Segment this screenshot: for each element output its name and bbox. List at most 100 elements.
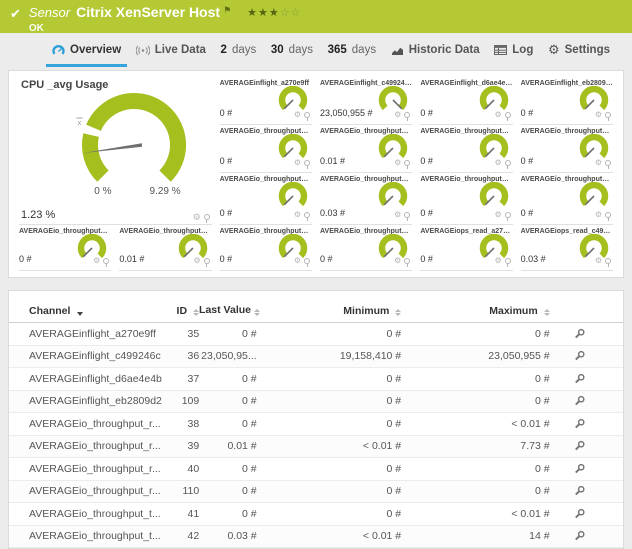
gear-icon[interactable]: ⚙ <box>594 256 602 265</box>
channel-gauge-tile[interactable]: AVERAGEinflight_a270e9ff 0 # ⚙ <box>219 77 312 125</box>
tab-overview[interactable]: Overview <box>46 33 128 67</box>
pin-icon[interactable] <box>404 212 411 221</box>
table-row[interactable]: AVERAGEinflight_a270e9ff 35 0 # 0 # 0 # <box>9 323 623 346</box>
channel-gauge-tile[interactable]: AVERAGEio_throughput_write...0 #⚙ <box>219 225 312 271</box>
gear-icon[interactable]: ⚙ <box>93 256 101 265</box>
column-header-maximum[interactable]: Maximum <box>401 306 550 317</box>
column-header-minimum[interactable]: Minimum <box>257 306 402 317</box>
table-row[interactable]: AVERAGEinflight_c499246c 36 23,050,95... 19… <box>9 345 623 368</box>
pin-icon[interactable] <box>304 160 310 169</box>
channel-gauge-tile[interactable]: AVERAGEio_throughput_total...0 #⚙ <box>420 173 513 225</box>
channel-settings-icon[interactable] <box>573 530 586 542</box>
flag-icon[interactable]: ⚑ <box>223 5 232 15</box>
channel-settings-icon[interactable] <box>573 395 586 407</box>
pin-icon[interactable] <box>203 214 210 223</box>
pin-icon[interactable] <box>605 212 611 221</box>
table-row[interactable]: AVERAGEio_throughput_r... 110 0 # 0 # 0 # <box>9 480 623 503</box>
channel-gauge-tile[interactable]: AVERAGEio_throughput_write...0.01 #⚙ <box>119 225 212 271</box>
column-header-id[interactable]: ID <box>169 306 200 317</box>
pin-icon[interactable] <box>404 112 411 121</box>
cell-minimum: < 0.01 # <box>362 530 402 543</box>
gear-icon[interactable]: ⚙ <box>193 256 201 265</box>
gear-icon[interactable]: ⚙ <box>394 158 402 167</box>
star-empty-icon[interactable]: ☆ <box>279 7 291 19</box>
gear-icon[interactable]: ⚙ <box>494 210 502 219</box>
star-filled-icon[interactable]: ★ <box>268 7 280 19</box>
table-row[interactable]: AVERAGEio_throughput_r... 39 0.01 # < 0.01 … <box>9 435 623 458</box>
tab-settings[interactable]: ⚙ Settings <box>542 33 616 67</box>
tab-number: 30 <box>270 44 284 56</box>
table-row[interactable]: AVERAGEio_throughput_r... 38 0 # 0 # < 0.01 … <box>9 413 623 436</box>
gear-icon[interactable]: ⚙ <box>494 256 502 265</box>
pin-icon[interactable] <box>404 258 411 267</box>
gear-icon[interactable]: ⚙ <box>293 158 301 167</box>
tab-live-data[interactable]: Live Data <box>130 33 212 67</box>
table-row[interactable]: AVERAGEio_throughput_t... 41 0 # 0 # < 0.01 … <box>9 503 623 526</box>
pin-icon[interactable] <box>304 212 310 221</box>
channel-gauge-tile[interactable]: AVERAGEinflight_c499246c 23,050,955 # ⚙ <box>320 77 413 125</box>
pin-icon[interactable] <box>504 212 511 221</box>
channel-gauge-tile[interactable]: AVERAGEinflight_d6ae4e4b 0 # ⚙ <box>420 77 513 125</box>
channel-gauge-tile[interactable]: AVERAGEio_throughput_write...0 #⚙ <box>320 225 413 271</box>
pin-icon[interactable] <box>103 258 110 267</box>
channel-gauge-tile[interactable]: AVERAGEiops_read_c499246c 0.03 # ⚙ <box>520 225 613 271</box>
pin-icon[interactable] <box>304 112 310 121</box>
gear-icon[interactable]: ⚙ <box>394 210 402 219</box>
gear-icon[interactable]: ⚙ <box>594 210 602 219</box>
gear-icon[interactable]: ⚙ <box>594 110 602 119</box>
channel-settings-icon[interactable] <box>573 328 586 340</box>
gear-icon[interactable]: ⚙ <box>293 256 301 265</box>
priority-stars[interactable]: ★★★☆☆ <box>247 6 301 20</box>
channel-gauge-tile[interactable]: AVERAGEio_throughput_read...0 #⚙ <box>219 125 312 173</box>
channel-settings-icon[interactable] <box>573 418 586 430</box>
pin-icon[interactable] <box>605 160 611 169</box>
tab-2-days[interactable]: 2 days <box>215 33 263 67</box>
channel-gauge-tile[interactable]: AVERAGEio_throughput_total...0 #⚙ <box>219 173 312 225</box>
star-empty-icon[interactable]: ☆ <box>290 7 302 19</box>
channel-gauge-dial <box>479 234 508 259</box>
tab-log[interactable]: Log <box>488 33 539 67</box>
channel-gauge-tile[interactable]: AVERAGEio_throughput_read...0 #⚙ <box>420 125 513 173</box>
gear-icon[interactable]: ⚙ <box>293 210 301 219</box>
star-filled-icon[interactable]: ★ <box>258 7 269 19</box>
channel-gauge-tile[interactable]: AVERAGEinflight_eb2809d2 0 # ⚙ <box>520 77 613 125</box>
table-row[interactable]: AVERAGEinflight_d6ae4e4b 37 0 # 0 # 0 # <box>9 368 623 391</box>
gear-icon[interactable]: ⚙ <box>494 110 502 119</box>
pin-icon[interactable] <box>504 258 511 267</box>
pin-icon[interactable] <box>404 160 411 169</box>
gear-icon[interactable]: ⚙ <box>594 158 602 167</box>
tab-365-days[interactable]: 365 days <box>322 33 382 67</box>
table-row[interactable]: AVERAGEio_throughput_r... 40 0 # 0 # 0 # <box>9 458 623 481</box>
pin-icon[interactable] <box>304 258 310 267</box>
channel-settings-icon[interactable] <box>573 485 586 497</box>
channel-gauge-tile[interactable]: AVERAGEio_throughput_write...0 #⚙ <box>19 225 112 271</box>
table-row[interactable]: AVERAGEio_throughput_t... 42 0.03 # < 0.01 … <box>9 525 623 548</box>
pin-icon[interactable] <box>504 160 511 169</box>
gear-icon[interactable]: ⚙ <box>394 256 402 265</box>
channel-settings-icon[interactable] <box>573 440 586 452</box>
gear-icon[interactable]: ⚙ <box>192 212 201 222</box>
gear-icon[interactable]: ⚙ <box>293 110 301 119</box>
pin-icon[interactable] <box>203 258 210 267</box>
gear-icon[interactable]: ⚙ <box>494 158 502 167</box>
primary-gauge-tile[interactable]: CPU _avg Usage x 0 % 9.29 % 1.23 % ⚙ <box>19 77 212 225</box>
channel-gauge-tile[interactable]: AVERAGEio_throughput_read...0.01 #⚙ <box>320 125 413 173</box>
pin-icon[interactable] <box>605 112 611 121</box>
table-row[interactable]: AVERAGEinflight_eb2809d2 109 0 # 0 # 0 # <box>9 390 623 413</box>
star-filled-icon[interactable]: ★ <box>247 7 259 19</box>
gear-icon[interactable]: ⚙ <box>394 110 402 119</box>
channel-settings-icon[interactable] <box>573 350 586 362</box>
channel-gauge-tile[interactable]: AVERAGEiops_read_a270e9ff 0 # ⚙ <box>420 225 513 271</box>
column-header-last-value[interactable]: Last Value <box>199 305 260 317</box>
channel-gauge-tile[interactable]: AVERAGEio_throughput_total...0.03 #⚙ <box>320 173 413 225</box>
channel-gauge-tile[interactable]: AVERAGEio_throughput_total...0 #⚙ <box>520 173 613 225</box>
tab-30-days[interactable]: 30 days <box>265 33 319 67</box>
channel-settings-icon[interactable] <box>573 463 586 475</box>
column-header-channel[interactable]: Channel <box>29 306 169 317</box>
channel-gauge-tile[interactable]: AVERAGEio_throughput_read...0 #⚙ <box>520 125 613 173</box>
pin-icon[interactable] <box>605 258 611 267</box>
channel-settings-icon[interactable] <box>573 373 586 385</box>
tab-historic-data[interactable]: Historic Data <box>385 33 486 67</box>
pin-icon[interactable] <box>504 112 511 121</box>
channel-settings-icon[interactable] <box>573 508 586 520</box>
